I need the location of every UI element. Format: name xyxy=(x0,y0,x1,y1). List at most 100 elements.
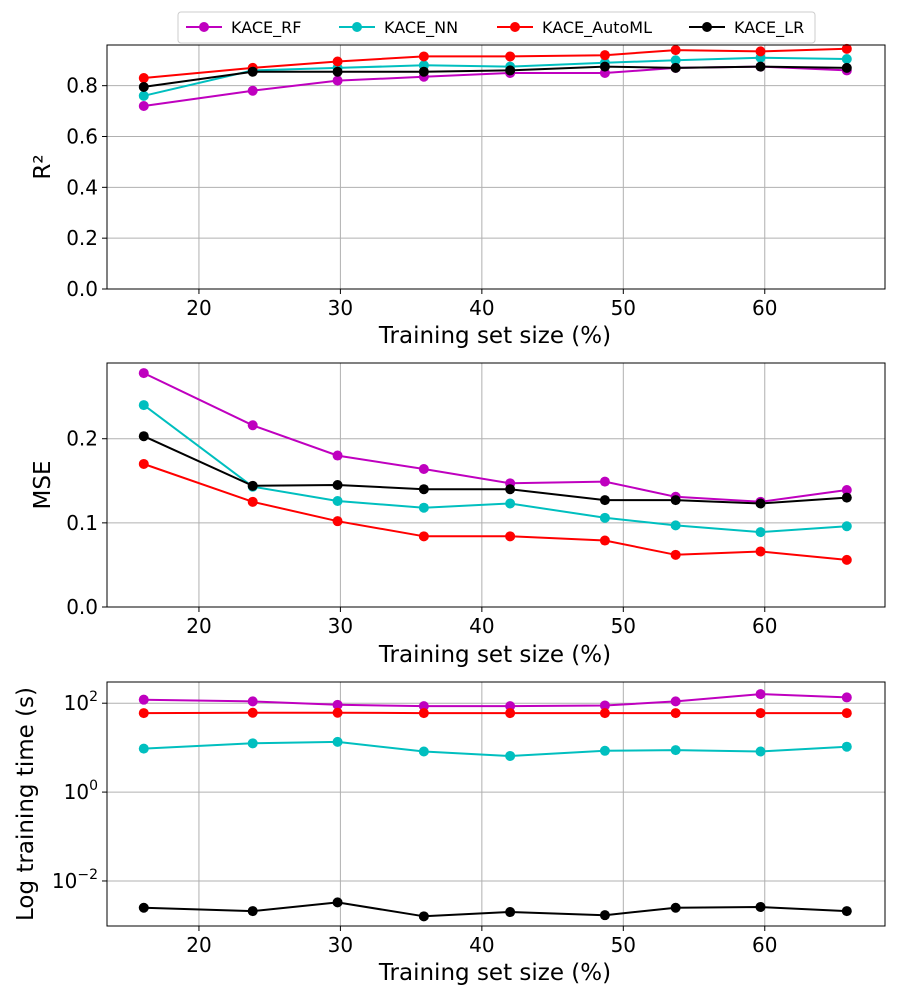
time-data-point xyxy=(505,708,516,719)
r2-data-point xyxy=(599,61,610,72)
time-data-point xyxy=(247,696,258,707)
r2-data-point xyxy=(138,90,149,101)
mse-data-point xyxy=(670,520,681,531)
r2-data-point xyxy=(670,62,681,73)
mse-data-point xyxy=(599,535,610,546)
mse-data-point xyxy=(755,498,766,509)
time-x-axis-label: Training set size (%) xyxy=(378,960,611,986)
legend-label: KACE_AutoML xyxy=(542,18,652,38)
mse-data-point xyxy=(841,554,852,565)
r2-data-point xyxy=(138,81,149,92)
r2-data-point xyxy=(505,65,516,76)
r2-data-point xyxy=(247,66,258,77)
time-data-point xyxy=(418,746,429,757)
time-data-point xyxy=(418,708,429,719)
r2-data-point xyxy=(670,55,681,66)
mse-data-point xyxy=(755,527,766,538)
time-data-point xyxy=(670,745,681,756)
time-data-point xyxy=(138,902,149,913)
time-y-tick-label: 102 xyxy=(64,689,98,715)
mse-x-tick-label: 60 xyxy=(752,614,777,638)
mse-y-axis-label: MSE xyxy=(30,461,56,510)
mse-series-line xyxy=(143,435,847,505)
mse-data-point xyxy=(138,458,149,469)
r2-data-point xyxy=(332,56,343,67)
legend-marker xyxy=(702,22,712,32)
time-data-point xyxy=(138,743,149,754)
r2-data-point xyxy=(670,45,681,56)
mse-data-point xyxy=(247,480,258,491)
training-time-panel: Log training time (s) Training set size … xyxy=(13,681,886,986)
time-data-point xyxy=(332,736,343,747)
mse-data-point xyxy=(670,549,681,560)
mse-data-point xyxy=(755,546,766,557)
mse-y-tick-label: 0.2 xyxy=(66,427,98,451)
mse-data-point xyxy=(138,400,149,411)
time-data-point xyxy=(755,708,766,719)
r2-y-tick-label: 0.0 xyxy=(66,277,98,301)
time-x-tick-label: 40 xyxy=(469,933,494,957)
mse-series-line xyxy=(143,463,847,561)
mse-data-point xyxy=(599,495,610,506)
time-x-tick-label: 30 xyxy=(328,933,353,957)
time-plot-frame xyxy=(106,681,886,927)
time-data-point xyxy=(670,696,681,707)
time-data-point xyxy=(505,750,516,761)
mse-data-point xyxy=(841,521,852,532)
legend-box xyxy=(177,11,816,44)
time-data-point xyxy=(138,694,149,705)
mse-data-point xyxy=(505,531,516,542)
r2-x-tick-label: 40 xyxy=(469,296,494,320)
r2-data-point xyxy=(841,43,852,54)
r2-data-point xyxy=(755,61,766,72)
time-data-point xyxy=(755,746,766,757)
mse-data-point xyxy=(505,484,516,495)
mse-data-point xyxy=(332,480,343,490)
r2-data-point xyxy=(841,62,852,73)
time-data-point xyxy=(841,692,852,703)
r2-y-tick-label: 0.8 xyxy=(66,74,98,98)
mse-data-point xyxy=(247,420,258,431)
time-data-point xyxy=(599,745,610,756)
legend-label: KACE_RF xyxy=(231,18,301,38)
mse-data-point xyxy=(670,495,681,506)
r2-data-point xyxy=(418,66,429,77)
mse-y-tick-label: 0.1 xyxy=(66,511,98,535)
r2-x-tick-label: 50 xyxy=(611,296,636,320)
time-y-tick-label: 100 xyxy=(64,778,98,804)
time-data-point xyxy=(505,701,516,712)
time-data-point xyxy=(841,708,852,719)
time-data-point xyxy=(247,738,258,749)
r2-y-tick-label: 0.4 xyxy=(66,175,98,199)
time-data-point xyxy=(138,708,149,719)
mse-data-point xyxy=(841,492,852,503)
time-data-point xyxy=(599,708,610,719)
r2-x-tick-label: 20 xyxy=(186,296,211,320)
time-data-point xyxy=(841,906,852,917)
mse-x-tick-label: 40 xyxy=(469,614,494,638)
time-data-point xyxy=(599,910,610,921)
mse-data-point xyxy=(841,485,852,496)
mse-y-tick-label: 0.0 xyxy=(66,595,98,619)
time-data-point xyxy=(332,699,343,710)
r2-y-axis-label: R² xyxy=(30,154,56,179)
r2-data-point xyxy=(505,51,516,62)
mse-plot-frame xyxy=(106,362,886,608)
mse-x-axis-label: Training set size (%) xyxy=(378,642,611,668)
legend-label: KACE_LR xyxy=(734,18,804,38)
mse-data-point xyxy=(599,512,610,523)
time-x-tick-label: 50 xyxy=(611,933,636,957)
legend-marker xyxy=(510,22,520,32)
mse-data-point xyxy=(599,476,610,487)
legend-marker xyxy=(352,22,362,32)
legend: KACE_RF KACE_NN KACE_AutoML KACE_LR xyxy=(177,11,816,44)
time-x-tick-label: 20 xyxy=(186,933,211,957)
mse-data-point xyxy=(505,498,516,509)
time-data-point xyxy=(505,907,516,918)
time-data-point xyxy=(755,901,766,912)
mse-data-point xyxy=(418,502,429,513)
mse-x-tick-label: 30 xyxy=(328,614,353,638)
time-data-point xyxy=(418,911,429,922)
mse-data-point xyxy=(418,484,429,495)
